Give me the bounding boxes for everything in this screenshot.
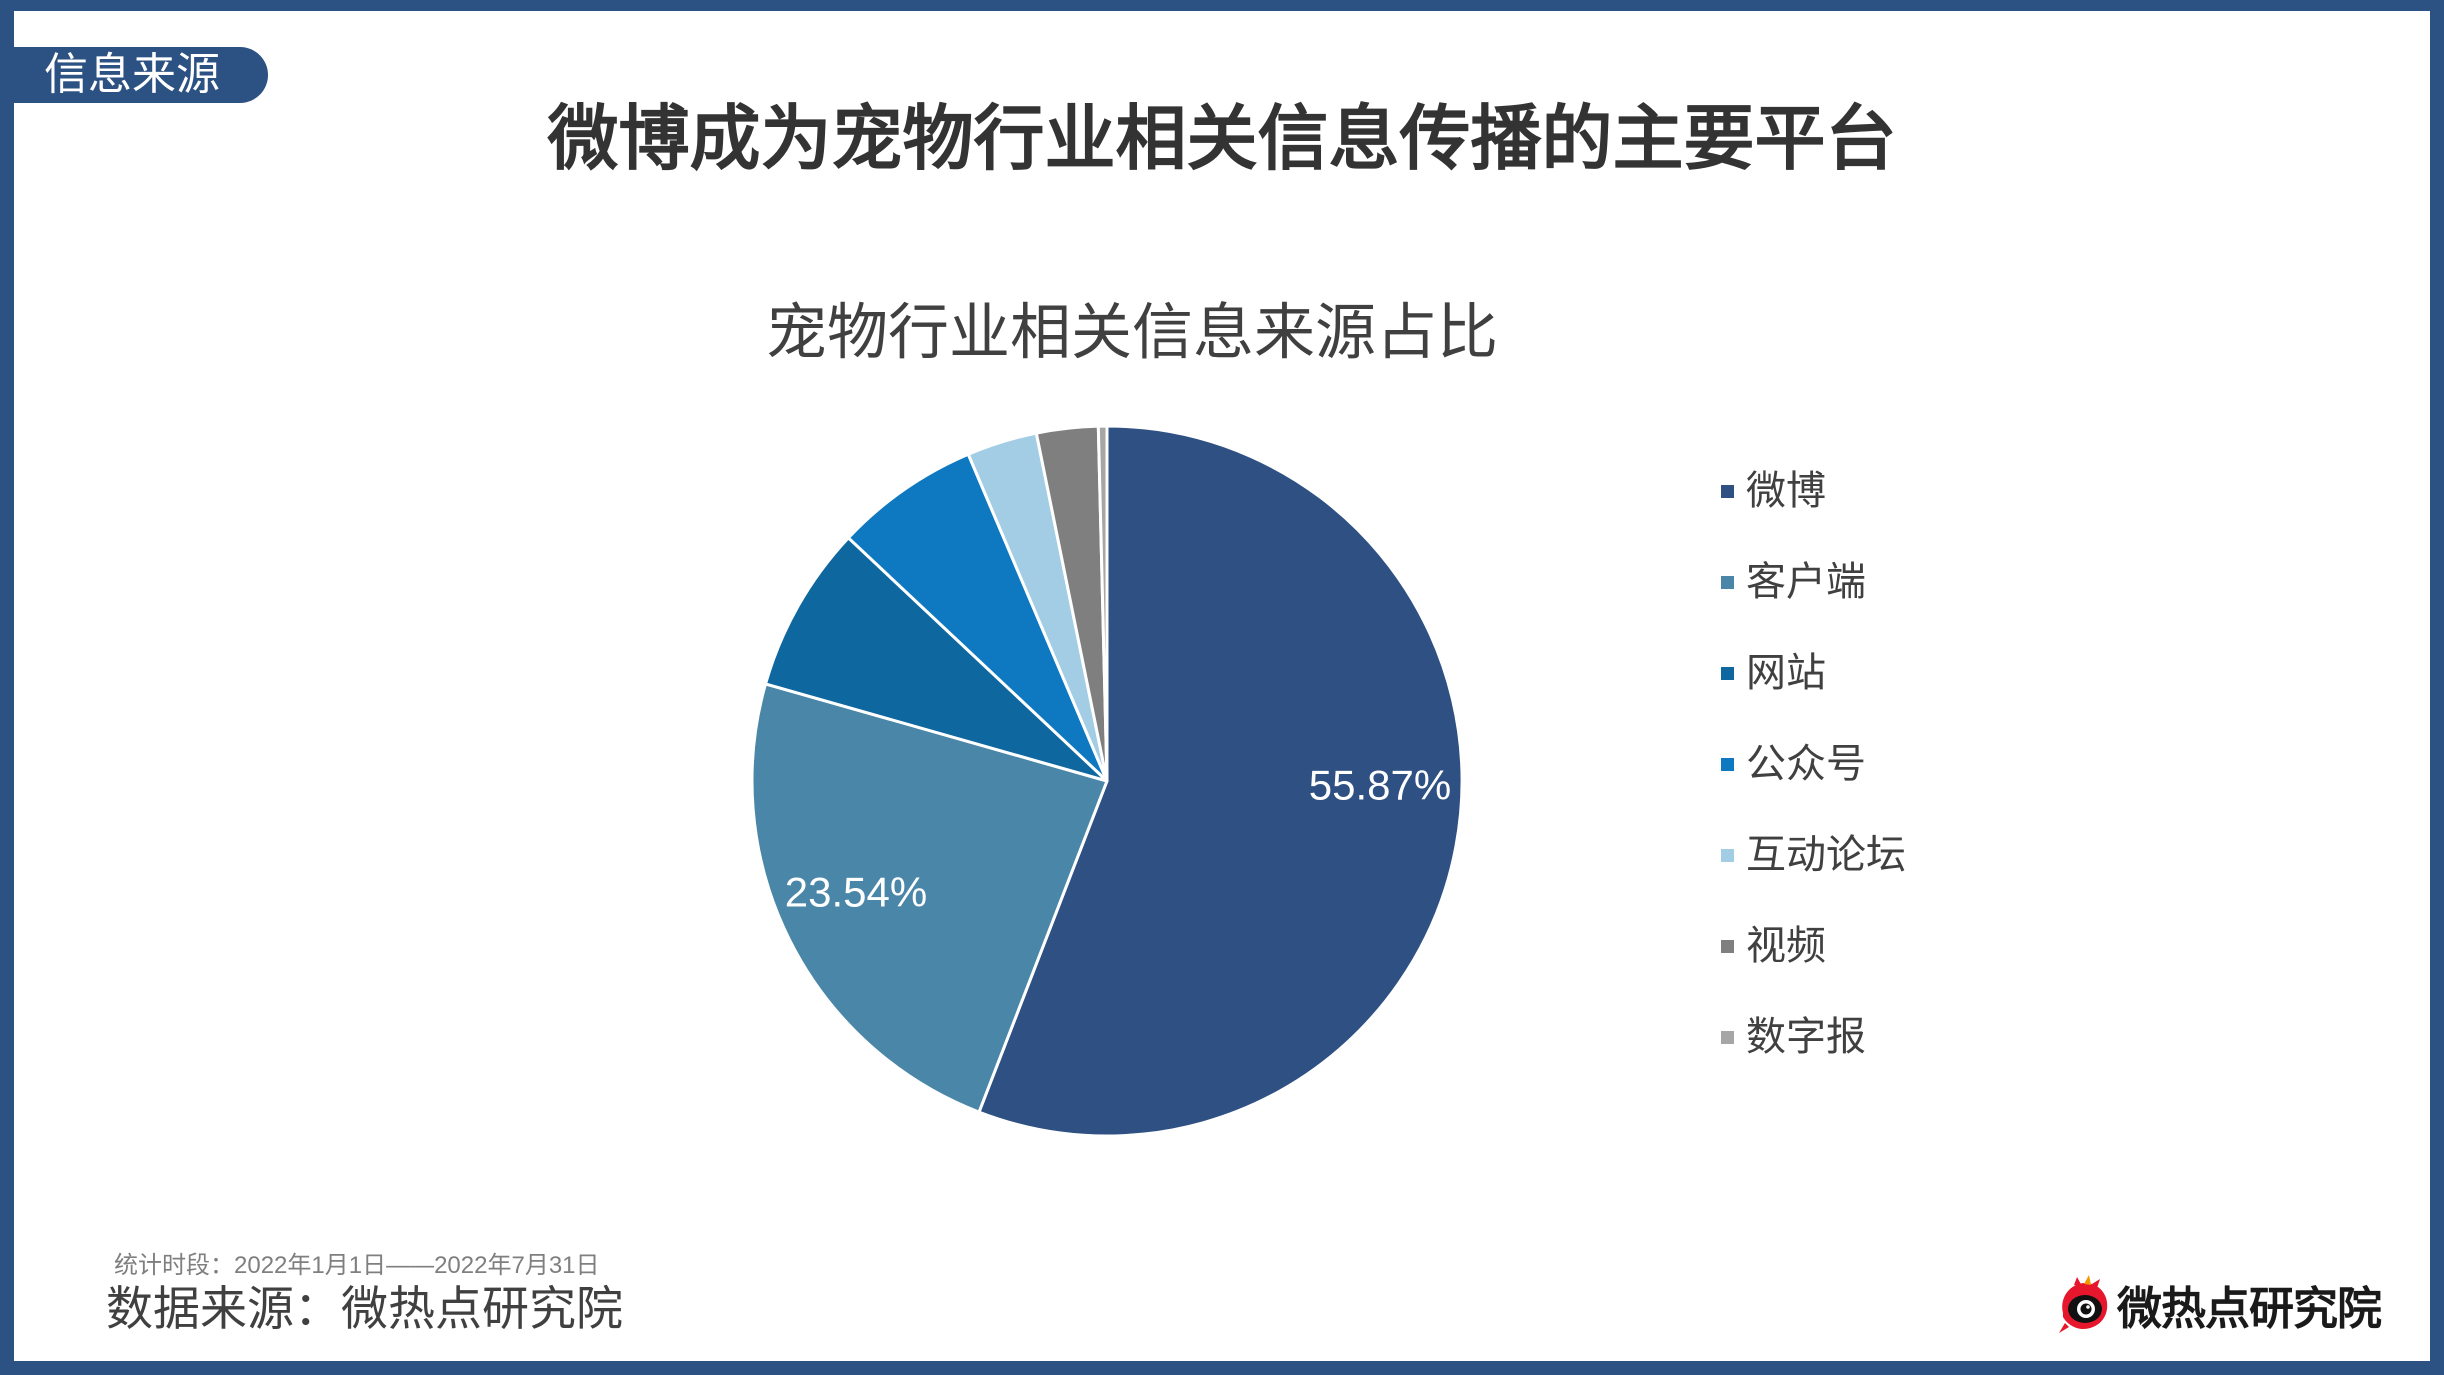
brand-logo: 微热点研究院 — [2055, 1272, 2382, 1336]
legend-label: 客户端 — [1746, 560, 1866, 604]
section-badge-label: 信息来源 — [44, 50, 220, 99]
data-source: 数据来源：微热点研究院 — [106, 1282, 623, 1335]
legend-label: 数字报 — [1746, 1015, 1866, 1059]
statistics-period: 统计时段：2022年1月1日——2022年7月31日 — [114, 1252, 600, 1279]
legend-label: 视频 — [1746, 924, 1826, 968]
weibo-eye-icon — [2059, 1275, 2108, 1333]
page-title: 微博成为宠物行业相关信息传播的主要平台 — [547, 100, 1897, 179]
legend-label: 公众号 — [1746, 742, 1866, 786]
pie-slice-official-account — [846, 452, 1109, 783]
brand-logo-text: 微热点研究院 — [2117, 1282, 2382, 1334]
legend-label: 互动论坛 — [1746, 833, 1906, 877]
legend-marker — [1721, 485, 1734, 498]
legend-label: 网站 — [1746, 651, 1826, 695]
legend-item-forum: 互动论坛 — [1721, 810, 2121, 901]
section-badge: 信息来源 — [0, 47, 268, 103]
pie-slice-website — [764, 536, 1109, 783]
data-label-client-app: 23.54% — [785, 869, 927, 916]
legend-item-client-app: 客户端 — [1721, 537, 2121, 628]
legend-marker — [1721, 758, 1734, 771]
pie-slice-client-app — [750, 682, 1109, 1114]
legend-item-video: 视频 — [1721, 901, 2121, 992]
legend-item-official-account: 公众号 — [1721, 719, 2121, 810]
chart-legend: 微博客户端网站公众号互动论坛视频数字报 — [1721, 446, 2121, 1083]
legend-marker — [1721, 849, 1734, 862]
chart-title: 宠物行业相关信息来源占比 — [765, 298, 1498, 366]
pie-slice-digital-newspaper — [1096, 424, 1109, 783]
legend-marker — [1721, 1031, 1734, 1044]
legend-marker — [1721, 940, 1734, 953]
legend-marker — [1721, 576, 1734, 589]
legend-label: 微博 — [1746, 469, 1826, 513]
legend-marker — [1721, 667, 1734, 680]
pie-chart: 55.87% 23.54% — [750, 424, 1464, 1138]
data-label-weibo: 55.87% — [1309, 762, 1451, 809]
legend-item-weibo: 微博 — [1721, 446, 2121, 537]
pie-slice-weibo — [977, 424, 1464, 1138]
legend-item-website: 网站 — [1721, 628, 2121, 719]
legend-item-digital-newspaper: 数字报 — [1721, 992, 2121, 1083]
